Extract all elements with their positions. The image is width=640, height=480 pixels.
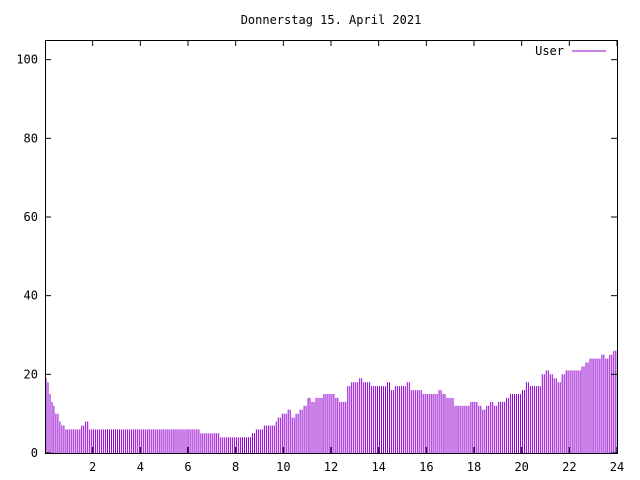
legend-label-user: User <box>535 44 564 58</box>
x-axis: 2 4 6 8 10 12 14 16 18 20 22 24 <box>89 40 624 474</box>
y-tick-label: 0 <box>31 446 38 460</box>
x-tick-label: 10 <box>276 460 290 474</box>
y-axis: 0 20 40 60 80 100 <box>16 53 617 460</box>
x-tick-label: 2 <box>89 460 96 474</box>
y-tick-label: 100 <box>16 53 38 67</box>
x-tick-label: 18 <box>467 460 481 474</box>
y-tick-label: 60 <box>24 210 38 224</box>
chart-title: Donnerstag 15. April 2021 <box>241 13 422 27</box>
bar-group <box>45 350 617 453</box>
x-tick-label: 24 <box>610 460 624 474</box>
x-tick-label: 16 <box>419 460 433 474</box>
y-tick-label: 40 <box>24 289 38 303</box>
legend: User <box>535 44 606 58</box>
y-tick-label: 20 <box>24 367 38 381</box>
x-tick-label: 8 <box>232 460 239 474</box>
y-tick-label: 80 <box>24 131 38 145</box>
x-tick-label: 6 <box>184 460 191 474</box>
x-tick-label: 4 <box>137 460 144 474</box>
plot-frame <box>45 40 618 454</box>
x-tick-label: 20 <box>514 460 528 474</box>
x-tick-label: 12 <box>324 460 338 474</box>
x-tick-label: 14 <box>371 460 385 474</box>
x-tick-label: 22 <box>562 460 576 474</box>
